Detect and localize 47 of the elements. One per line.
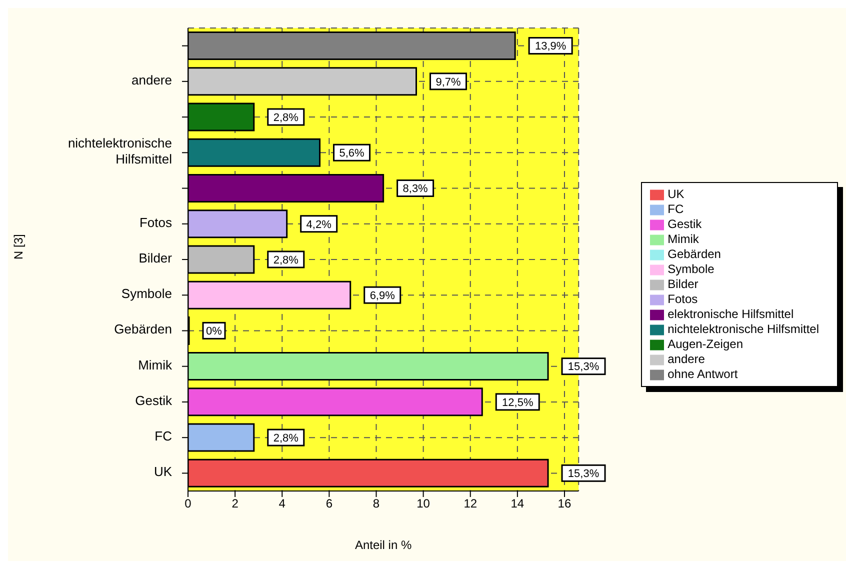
data-label: 5,6% <box>339 148 365 160</box>
legend-label: Gestik <box>668 217 702 231</box>
data-label: 8,3% <box>402 183 428 196</box>
y-tick-label: andere <box>132 72 172 88</box>
x-tick-label: 8 <box>372 496 380 511</box>
y-tick-label: Mimik <box>138 358 172 373</box>
legend-label: Fotos <box>668 292 698 306</box>
x-tick-label: 2 <box>232 496 239 511</box>
x-tick-label: 14 <box>510 496 524 511</box>
legend-label: Symbole <box>668 262 714 276</box>
x-tick-label: 4 <box>278 496 286 511</box>
y-tick-label: UK <box>154 464 172 480</box>
data-label: 12,5% <box>502 396 534 409</box>
x-axis-title: Anteil in % <box>354 538 412 552</box>
legend-label: ohne Antwort <box>668 367 738 381</box>
y-tick-label: nichtelektronische Hilfsmittel <box>68 136 172 168</box>
data-label: 4,2% <box>306 218 332 231</box>
legend-label: Augen-Zeigen <box>668 337 743 351</box>
x-tick-label: 0 <box>184 496 192 511</box>
data-label: 6,9% <box>370 290 396 302</box>
x-tick-label: 10 <box>416 496 430 511</box>
data-label: 13,9% <box>534 40 566 53</box>
y-tick-label: Gestik <box>135 393 172 408</box>
data-label: 0% <box>206 326 222 338</box>
legend-label: elektronische Hilfsmittel <box>668 307 794 321</box>
y-tick-label: Fotos <box>139 215 172 230</box>
y-tick-label: Symbole <box>121 286 172 302</box>
legend-label: andere <box>668 352 705 366</box>
legend-label: Mimik <box>668 232 699 246</box>
legend-label: Gebärden <box>668 247 721 261</box>
y-tick-label: Bilder <box>138 250 173 266</box>
legend-label: UK <box>668 187 684 201</box>
y-tick-label: FC <box>154 429 172 444</box>
legend-label: nichtelektronische Hilfsmittel <box>668 322 819 336</box>
x-tick-label: 16 <box>558 496 572 511</box>
x-tick-label: 12 <box>464 496 478 511</box>
data-label: 2,8% <box>273 432 299 444</box>
data-label: 15,3% <box>568 468 600 480</box>
y-axis-title: N [3] <box>11 234 26 260</box>
y-tick-label: Gebärden <box>114 322 172 338</box>
data-label: 2,8% <box>273 112 299 124</box>
legend-label: Bilder <box>668 277 698 291</box>
data-label: 15,3% <box>568 361 600 374</box>
x-tick-label: 6 <box>326 496 333 511</box>
data-label: 2,8% <box>273 254 299 266</box>
legend-label: FC <box>668 202 684 216</box>
data-label: 9,7% <box>436 76 461 88</box>
